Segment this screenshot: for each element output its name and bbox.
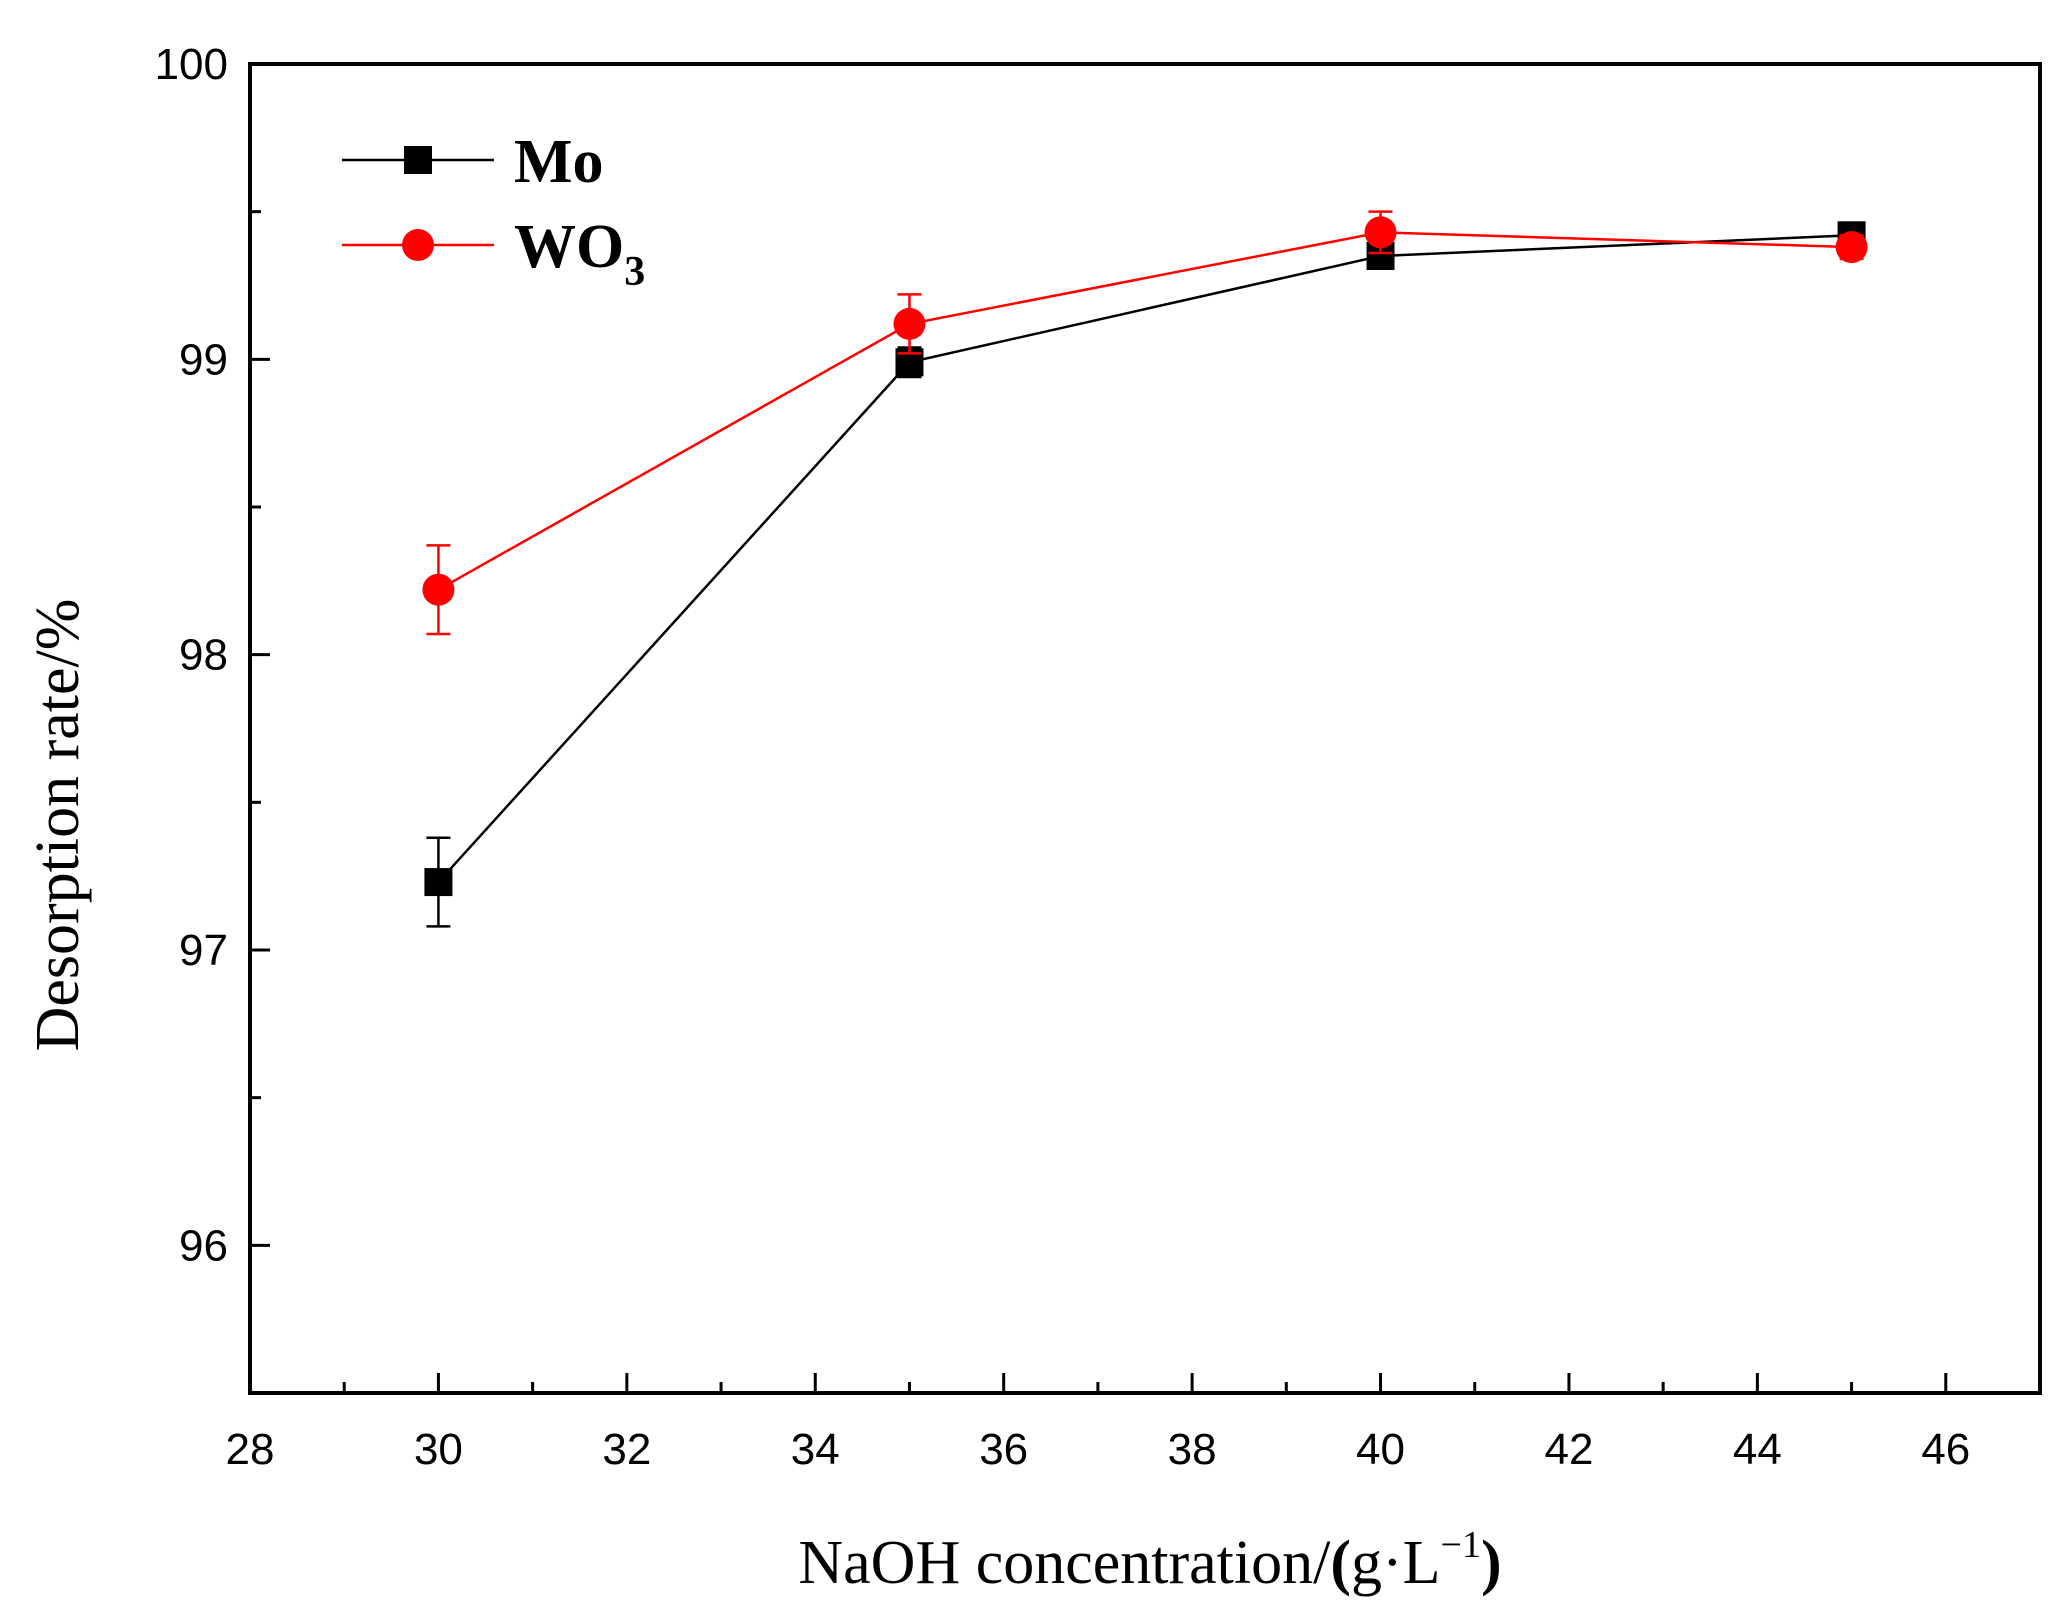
legend-entry-mo: Mo [342, 128, 604, 196]
x-tick-label: 46 [1921, 1425, 1970, 1474]
legend-label-wo3: WO3 [514, 213, 645, 295]
x-tick-label: 32 [602, 1425, 651, 1474]
legend: Mo WO3 [342, 128, 645, 295]
plot-frame [248, 62, 2042, 1395]
x-axis-title-unit: g·L [1351, 1529, 1441, 1597]
legend-label-mo: Mo [514, 128, 604, 196]
legend-label-wo3-base: WO [514, 213, 624, 281]
y-axis-title: Desorption rate/% [24, 599, 92, 1052]
data-point-mo [424, 868, 453, 897]
y-tick-labels: 96 97 98 99 100 [155, 40, 228, 1270]
x-tick-labels: 28 30 32 34 36 38 40 42 44 46 [226, 1425, 1971, 1474]
x-axis-title-exponent: −1 [1441, 1524, 1481, 1566]
data-point-wo3 [422, 573, 455, 606]
x-tick-label: 38 [1168, 1425, 1217, 1474]
data-point-wo3 [893, 307, 926, 340]
x-axis-title: NaOH concentration/(g·L−1) [798, 1524, 1501, 1597]
data-point-wo3 [1364, 216, 1397, 249]
x-axis-title-open-paren: ( [1330, 1529, 1351, 1597]
legend-entry-wo3: WO3 [342, 213, 645, 295]
series-line-mo [437, 234, 1852, 883]
legend-label-wo3-sub: 3 [624, 249, 645, 295]
x-tick-label: 28 [226, 1425, 275, 1474]
x-axis-title-text: NaOH concentration/ [798, 1529, 1331, 1597]
series-line-wo3 [437, 231, 1852, 591]
data-point-wo3 [1835, 231, 1868, 264]
series-wo3 [422, 210, 1868, 636]
y-tick-label: 97 [179, 926, 228, 975]
legend-marker-mo [404, 146, 432, 174]
x-tick-label: 44 [1733, 1425, 1782, 1474]
y-tick-label: 100 [155, 40, 228, 89]
x-tick-label: 36 [979, 1425, 1028, 1474]
legend-marker-wo3 [402, 229, 434, 261]
x-tick-label: 34 [791, 1425, 840, 1474]
y-tick-label: 96 [179, 1221, 228, 1270]
x-axis-title-close-paren: ) [1481, 1529, 1502, 1597]
y-tick-label: 99 [179, 335, 228, 384]
x-tick-label: 40 [1356, 1425, 1405, 1474]
x-tick-label: 30 [414, 1425, 463, 1474]
y-tick-label: 98 [179, 631, 228, 680]
x-tick-label: 42 [1544, 1425, 1593, 1474]
series-layer [422, 210, 1868, 928]
